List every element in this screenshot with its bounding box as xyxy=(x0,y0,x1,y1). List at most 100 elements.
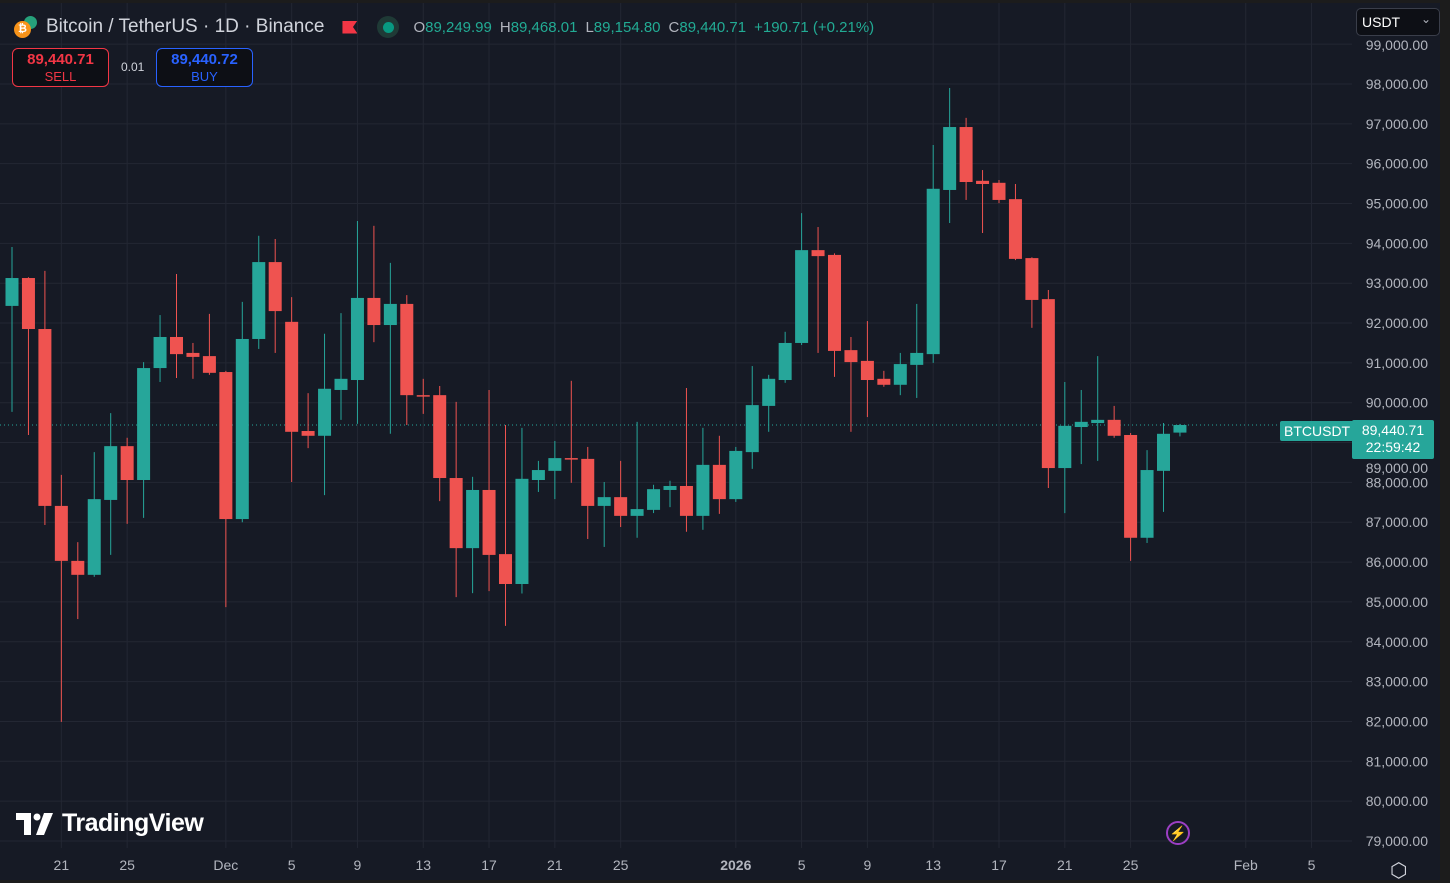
candle-body xyxy=(712,464,726,500)
time-tick-label: 5 xyxy=(1308,857,1316,873)
time-tick-label: 9 xyxy=(354,857,362,873)
chart-area[interactable]: 79,000.00 80,000.00 81,000.00 82,000.00 83,0… xyxy=(0,3,1440,880)
time-tick-label: 5 xyxy=(288,857,296,873)
candle-body xyxy=(1041,299,1055,469)
time-axis: 21 25 Dec 5 9 13 17 21 25 2026 5 9 13 17 21 25 Feb 5 xyxy=(54,857,1316,873)
candle xyxy=(614,460,628,528)
high-value: 89,468.01 xyxy=(510,18,578,36)
price-tick-label: 96,000.00 xyxy=(1366,156,1428,172)
candle xyxy=(531,460,545,492)
candle-body xyxy=(647,489,661,510)
candle-body xyxy=(1157,433,1170,471)
candle-body xyxy=(400,303,414,396)
open-value: 89,249.99 xyxy=(425,18,492,36)
candle xyxy=(548,440,562,500)
candle-body xyxy=(186,352,200,357)
low-label: L xyxy=(585,18,594,36)
candlestick-chart[interactable]: 79,000.00 80,000.00 81,000.00 82,000.00 83,0… xyxy=(0,3,1440,880)
candle xyxy=(334,313,348,420)
close-label: C xyxy=(668,18,680,36)
candle xyxy=(712,435,726,514)
settings-icon[interactable]: ⬡ xyxy=(1390,860,1408,880)
price-tick-label: 93,000.00 xyxy=(1366,275,1428,291)
candle xyxy=(285,297,299,483)
market-open-status-icon[interactable] xyxy=(377,16,400,38)
candle xyxy=(1107,405,1121,438)
candle-body xyxy=(383,303,397,326)
candle-body xyxy=(202,356,216,373)
candle-body xyxy=(482,489,496,555)
candle-body xyxy=(581,458,595,506)
candle-body xyxy=(959,127,973,183)
time-tick-label: 21 xyxy=(1057,857,1073,873)
candle xyxy=(745,366,759,469)
candle xyxy=(482,389,496,592)
candle-body xyxy=(1025,258,1039,300)
candle-body xyxy=(1107,419,1121,436)
candle-body xyxy=(893,364,907,385)
time-tick-label: 9 xyxy=(864,857,872,873)
price-tick-label: 92,000.00 xyxy=(1366,315,1428,331)
candle-body xyxy=(318,388,332,436)
candle xyxy=(679,387,693,532)
buy-label: BUY xyxy=(191,69,218,84)
candle-body xyxy=(597,497,611,506)
candle-body xyxy=(5,278,19,306)
price-tick-label: 95,000.00 xyxy=(1366,196,1428,212)
candle-body xyxy=(663,485,677,490)
candle-body xyxy=(910,352,924,365)
candle xyxy=(1173,423,1187,437)
candle xyxy=(1091,356,1105,461)
candle xyxy=(202,313,216,375)
candle xyxy=(186,342,200,379)
candle xyxy=(367,225,381,343)
candle xyxy=(515,427,529,594)
symbol-title[interactable]: Bitcoin / TetherUS · 1D · Binance xyxy=(46,16,325,37)
candle xyxy=(1140,450,1154,543)
currency-select[interactable]: USDT ⌄ xyxy=(1356,8,1440,36)
candle xyxy=(235,301,249,523)
candle xyxy=(811,227,825,353)
candle-body xyxy=(976,180,990,184)
candle xyxy=(844,336,858,432)
candle xyxy=(71,542,85,620)
candle xyxy=(104,413,118,555)
sell-button[interactable]: 89,440.71 SELL xyxy=(12,48,109,87)
candle xyxy=(301,393,315,449)
ohlc-legend: O89,249.99 H89,468.01 L89,154.80 C89,440… xyxy=(413,19,874,36)
candle xyxy=(400,295,414,426)
candle xyxy=(893,352,907,396)
candle-body xyxy=(235,338,249,520)
candle xyxy=(252,235,266,349)
price-tick-label: 88,000.00 xyxy=(1366,474,1428,490)
price-axis: 79,000.00 80,000.00 81,000.00 82,000.00 83,0… xyxy=(1366,37,1428,849)
candle xyxy=(1124,432,1138,561)
bar-countdown: 22:59:42 xyxy=(1365,439,1421,455)
change-value: +190.71 (+0.21%) xyxy=(754,18,875,36)
candle-body xyxy=(54,505,68,561)
candle xyxy=(350,221,364,424)
price-tick-label: 91,000.00 xyxy=(1366,355,1428,371)
price-tick-label: 80,000.00 xyxy=(1366,793,1428,809)
candle-body xyxy=(992,182,1006,200)
candle xyxy=(1008,183,1022,261)
candle-body xyxy=(548,458,562,471)
candle-body xyxy=(252,262,266,339)
tradingview-logo[interactable]: TradingView xyxy=(16,809,204,838)
price-tick-label: 84,000.00 xyxy=(1366,634,1428,650)
candle-body xyxy=(219,372,233,520)
lightning-icon[interactable]: ⚡ xyxy=(1166,821,1190,845)
candle xyxy=(959,117,973,200)
candle xyxy=(268,238,282,353)
buy-button[interactable]: 89,440.72 BUY xyxy=(156,48,253,87)
candle-body xyxy=(943,127,957,190)
last-price-label: 89,440.71 22:59:42 xyxy=(1352,420,1434,459)
candle xyxy=(778,331,792,383)
candle-body xyxy=(926,188,940,355)
candle-body xyxy=(301,431,315,436)
candle-body xyxy=(729,450,743,500)
flag-icon[interactable] xyxy=(342,20,358,34)
candle-body xyxy=(137,368,151,481)
candle-body xyxy=(350,297,364,381)
candle xyxy=(153,315,167,383)
